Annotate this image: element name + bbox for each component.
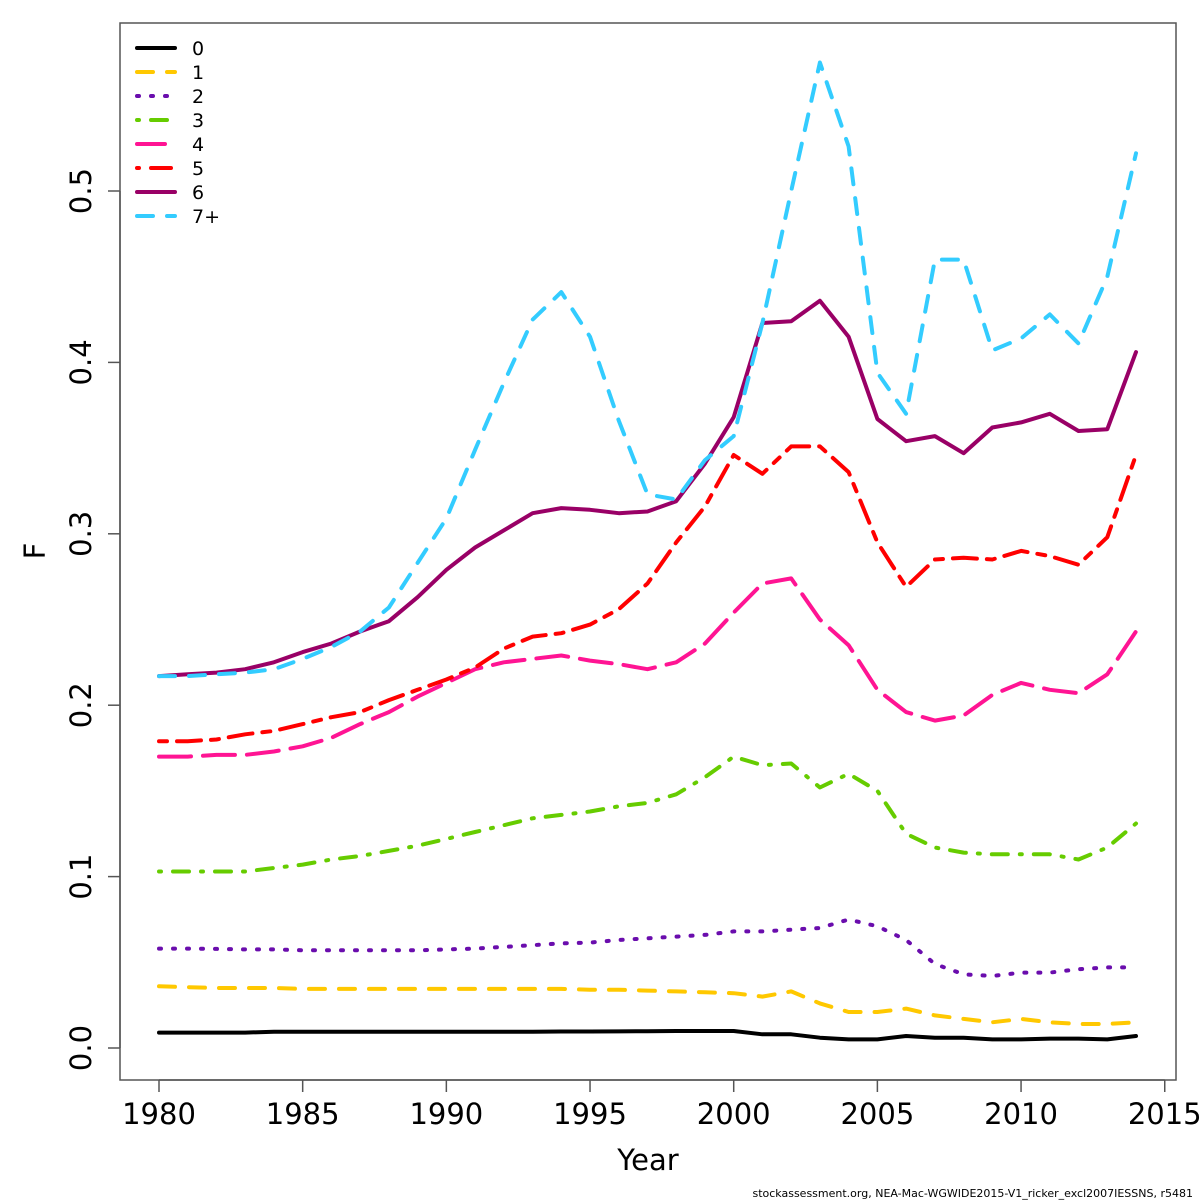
footer-credit: stockassessment.org, NEA-Mac-WGWIDE2015-… <box>752 1187 1193 1200</box>
legend-label: 2 <box>192 86 204 108</box>
y-tick-label: 0.2 <box>64 682 98 728</box>
legend-label: 0 <box>192 38 204 60</box>
x-axis-title: Year <box>616 1143 678 1177</box>
y-tick-label: 0.5 <box>64 168 98 214</box>
series-line-1 <box>157 984 1138 1026</box>
x-tick-label: 2015 <box>1128 1097 1200 1131</box>
y-axis-title: F <box>18 543 52 560</box>
series-line-2 <box>157 917 1138 978</box>
y-tick-label: 0.3 <box>64 511 98 557</box>
x-tick-label: 2010 <box>984 1097 1058 1131</box>
series-line-0 <box>157 1029 1138 1042</box>
legend-label: 1 <box>192 62 204 84</box>
legend-label: 5 <box>192 158 204 180</box>
series-line-7plus <box>157 60 1138 679</box>
series-line-3 <box>157 754 1138 874</box>
series-line-4 <box>157 576 1138 759</box>
y-tick-label: 0.0 <box>64 1025 98 1071</box>
y-tick-label: 0.1 <box>64 854 98 900</box>
series-line-6 <box>157 298 1138 679</box>
x-tick-label: 1990 <box>409 1097 483 1131</box>
y-tick-label: 0.4 <box>64 339 98 385</box>
x-tick-label: 2000 <box>697 1097 771 1131</box>
x-tick-label: 1985 <box>266 1097 340 1131</box>
x-tick-label: 1995 <box>553 1097 627 1131</box>
legend-label: 7+ <box>192 206 220 228</box>
legend-label: 6 <box>192 182 204 204</box>
x-tick-label: 2005 <box>840 1097 914 1131</box>
series-lines <box>157 60 1138 1042</box>
y-axis: 0.0 0.1 0.2 0.3 0.4 0.5 <box>64 168 121 1071</box>
x-axis: 1980 1985 1990 1995 2000 2005 2010 2015 <box>122 1079 1200 1131</box>
legend-label: 4 <box>192 134 204 156</box>
legend-label: 3 <box>192 110 204 132</box>
series-line-5 <box>157 444 1138 744</box>
x-tick-label: 1980 <box>122 1097 196 1131</box>
